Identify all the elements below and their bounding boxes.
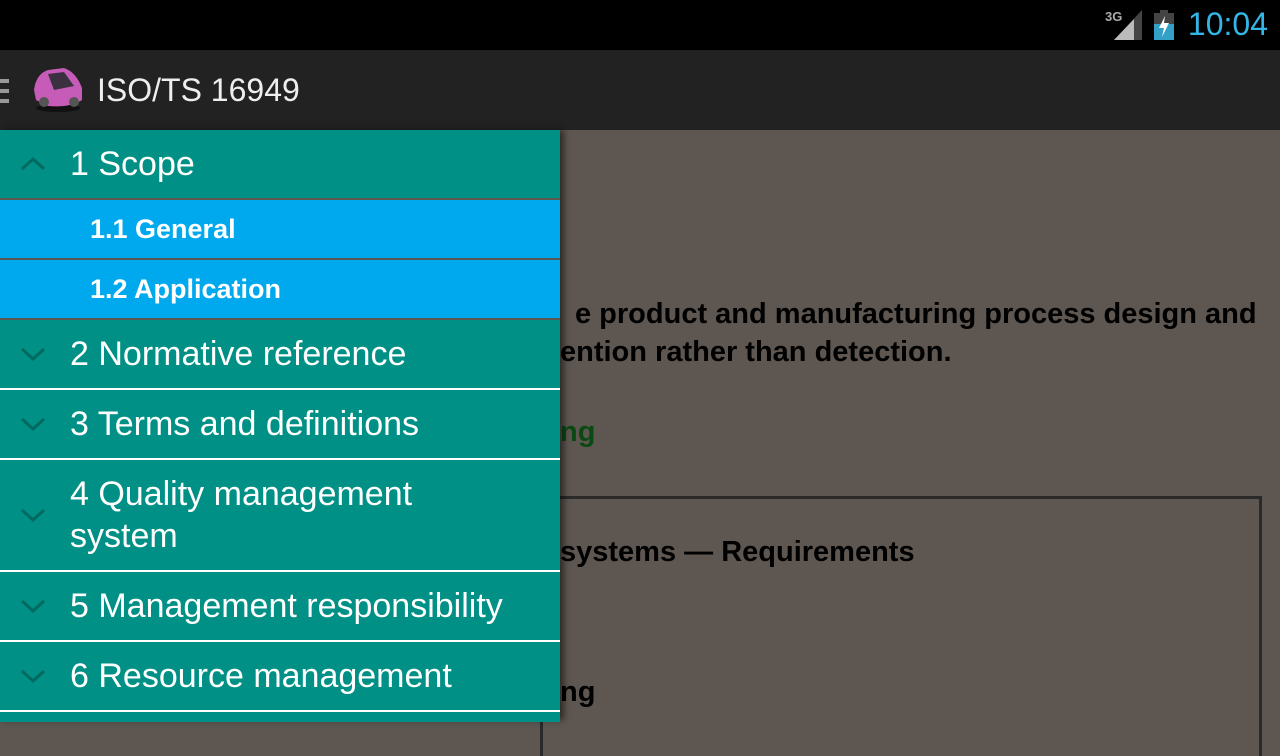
- section-3-terms[interactable]: 3 Terms and definitions: [0, 390, 560, 458]
- section-label: 5 Management responsibility: [70, 586, 503, 625]
- subsection-1-1-general[interactable]: 1.1 General: [0, 200, 560, 258]
- app-title: ISO/TS 16949: [97, 72, 300, 108]
- section-label: 1 Scope: [70, 144, 195, 183]
- chevron-down-icon: [20, 347, 46, 362]
- section-2-normative-reference[interactable]: 2 Normative reference: [0, 320, 560, 388]
- content-text: e product and manufacturing process desi…: [575, 298, 1257, 330]
- divider: [0, 710, 560, 712]
- subsection-label: 1.1 General: [90, 213, 236, 244]
- subsection-label: 1.2 Application: [90, 273, 282, 304]
- section-label: 3 Terms and definitions: [70, 404, 420, 443]
- subsection-1-2-application[interactable]: 1.2 Application: [0, 260, 560, 318]
- pink-car-logo[interactable]: [30, 60, 86, 116]
- section-label: 2 Normative reference: [70, 334, 407, 373]
- navigation-drawer: 1 Scope 1.1 General 1.2 Application 2 No…: [0, 130, 560, 722]
- box-text: systems — Requirements: [560, 536, 915, 568]
- content-text: ention rather than detection.: [560, 336, 952, 368]
- section-label: 6 Resource management: [70, 656, 452, 695]
- chevron-down-icon: [20, 669, 46, 684]
- action-bar: ISO/TS 16949: [0, 50, 1280, 130]
- section-next[interactable]: [0, 712, 560, 722]
- signal-icon: [1114, 10, 1142, 40]
- chevron-down-icon: [20, 417, 46, 432]
- divider: [0, 570, 560, 572]
- section-label: 4 Quality management system: [70, 475, 413, 555]
- section-1-scope[interactable]: 1 Scope: [0, 130, 560, 198]
- title-box: [540, 496, 1262, 756]
- chevron-up-icon: [20, 156, 46, 171]
- clock: 10:04: [1187, 6, 1268, 42]
- divider: [0, 640, 560, 642]
- section-4-qms[interactable]: 4 Quality management system: [0, 460, 560, 570]
- document-content: e product and manufacturing process desi…: [0, 130, 1280, 756]
- section-5-management-responsibility[interactable]: 5 Management responsibility: [0, 572, 560, 640]
- status-bar: 3G 10:04: [0, 0, 1280, 50]
- divider: [0, 388, 560, 390]
- network-type: 3G: [1105, 9, 1123, 24]
- hamburger-menu-icon[interactable]: [0, 79, 9, 109]
- section-6-resource-management[interactable]: 6 Resource management: [0, 642, 560, 710]
- divider: [0, 458, 560, 460]
- section-heading: ng: [560, 416, 596, 448]
- chevron-down-icon: [20, 508, 46, 523]
- content-text: ng: [560, 676, 596, 708]
- battery-charging-icon: [1154, 10, 1174, 40]
- chevron-down-icon: [20, 599, 46, 614]
